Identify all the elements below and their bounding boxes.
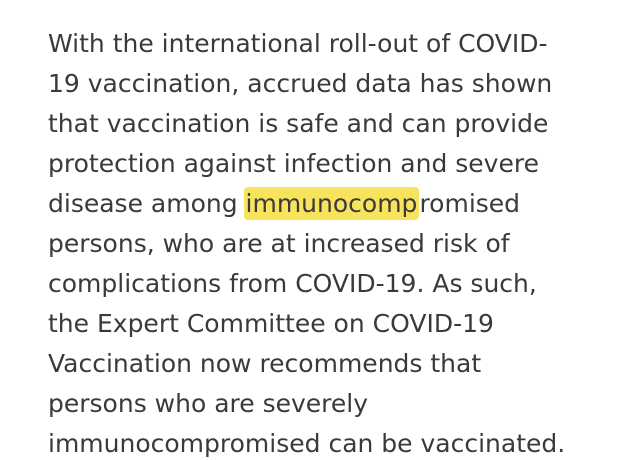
- text-line-7[interactable]: complications from COVID-19. As such,: [48, 269, 537, 298]
- text-line-6[interactable]: persons, who are at increased risk of: [48, 229, 510, 258]
- article-paragraph[interactable]: With the international roll-out of COVID…: [48, 24, 628, 460]
- text-line-5[interactable]: disease among immunocompromised: [48, 184, 628, 224]
- text-line-9[interactable]: Vaccination now recommends that: [48, 349, 482, 378]
- text-line-3[interactable]: that vaccination is safe and can provide: [48, 109, 549, 138]
- text-selection-highlight[interactable]: immunocomp: [243, 187, 420, 220]
- text-line-5-after[interactable]: romised: [419, 189, 521, 218]
- text-line-2[interactable]: 19 vaccination, accrued data has shown: [48, 69, 553, 98]
- text-line-4[interactable]: protection against infection and severe: [48, 149, 539, 178]
- text-line-5-before[interactable]: disease among: [48, 189, 246, 218]
- text-line-10[interactable]: persons who are severely: [48, 389, 369, 418]
- text-line-8[interactable]: the Expert Committee on COVID-19: [48, 309, 494, 338]
- text-line-1[interactable]: With the international roll-out of COVID…: [48, 29, 548, 58]
- text-line-11[interactable]: immunocompromised can be vaccinated.: [48, 429, 566, 458]
